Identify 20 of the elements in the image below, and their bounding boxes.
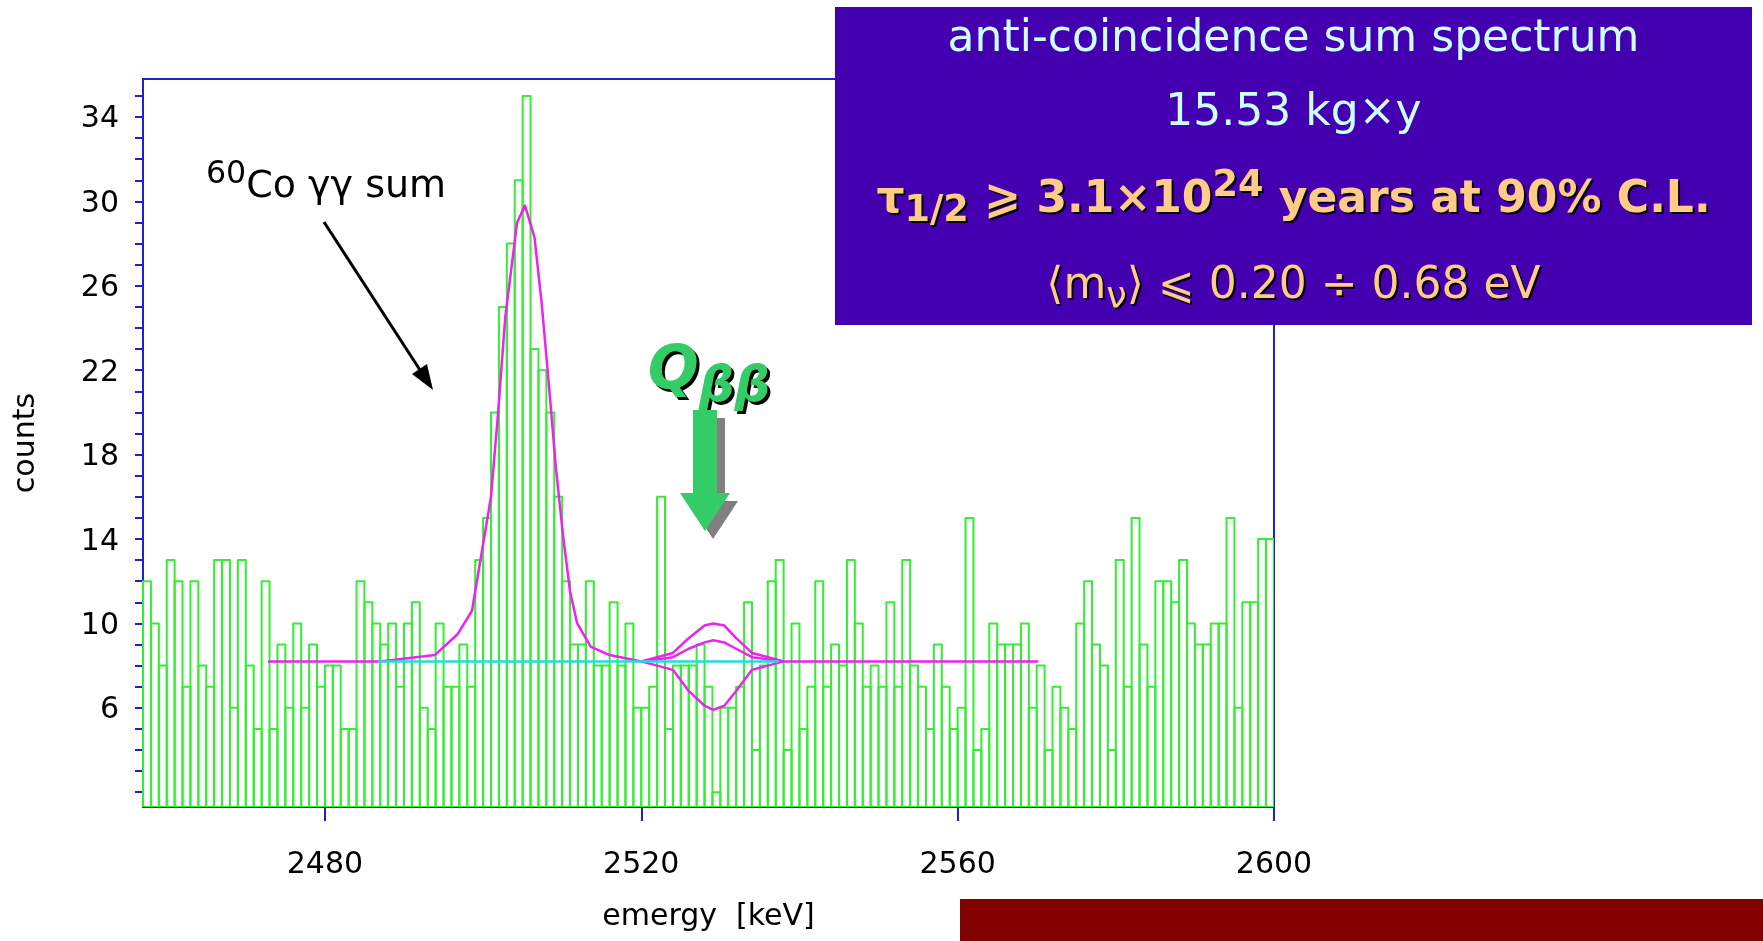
annotation: ⟨m$_{ν}$⟩ ⩽ 0.20 ÷ 0.68 eV <box>1046 256 1541 320</box>
annotation: 15.53 kg×y <box>1165 82 1422 137</box>
x-tick-label: 2600 <box>1235 844 1313 880</box>
y-tick-label: 22 <box>80 352 119 388</box>
x-tick-label: 2520 <box>603 844 680 880</box>
x-axis-title: emergy [keV] <box>602 896 815 932</box>
text: anti-coincidence sum spectrum <box>947 8 1640 63</box>
y-tick-label: 10 <box>80 605 119 641</box>
x-tick-label: 2480 <box>286 844 364 880</box>
y-tick-label: 34 <box>80 99 119 135</box>
y-tick-label: 6 <box>99 690 119 726</box>
annotation: $^{60}$Co γγ sum <box>205 154 447 206</box>
y-tick-label: 14 <box>80 521 119 557</box>
x-tick-label: 2560 <box>919 844 996 880</box>
y-axis-title: counts <box>5 392 41 494</box>
y-tick-label: 26 <box>80 268 119 304</box>
annotation: τ$_{1/2}$ ⩾ 3.1×10$^{24}$ years at 90% C.L. <box>876 160 1711 233</box>
annotation: Q$_{ββ}$ <box>647 331 771 413</box>
y-tick-label: 30 <box>80 183 119 219</box>
y-tick-label: 18 <box>80 437 119 473</box>
